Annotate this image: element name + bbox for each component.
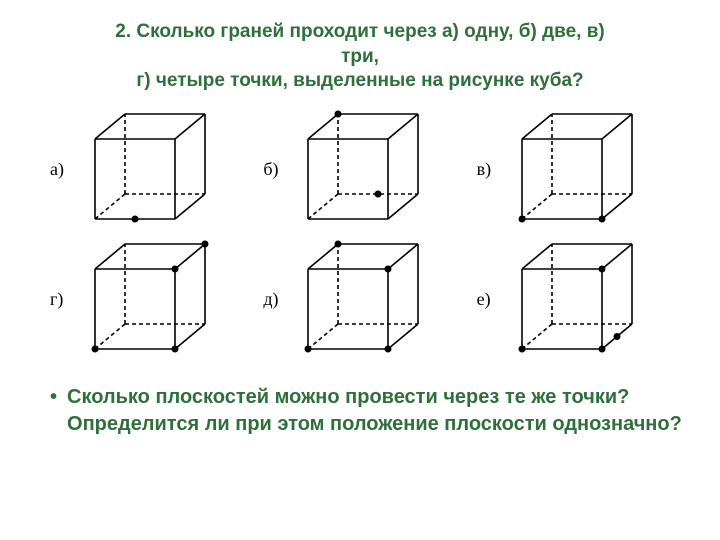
- marked-point: [518, 346, 525, 353]
- title-line-2: три,: [30, 45, 690, 70]
- cube-diagram: [502, 109, 652, 229]
- cube-diagram: [502, 239, 652, 359]
- cube-label: г): [50, 289, 70, 310]
- marked-point: [518, 216, 525, 223]
- problem-title: 2. Сколько граней проходит через а) одну…: [30, 20, 690, 94]
- marked-point: [375, 191, 382, 198]
- cube-diagram: [288, 239, 438, 359]
- question-text: Сколько плоскостей можно провести через …: [67, 384, 690, 438]
- title-line-3: г) четыре точки, выделенные на рисунке к…: [30, 69, 690, 94]
- marked-point: [385, 266, 392, 273]
- marked-point: [335, 241, 342, 248]
- cube-cell: е): [477, 239, 670, 359]
- marked-point: [172, 346, 179, 353]
- marked-point: [598, 216, 605, 223]
- cube-diagram: [288, 109, 438, 229]
- bullet-icon: •: [50, 384, 57, 438]
- marked-point: [335, 111, 342, 118]
- cube-label: д): [263, 289, 283, 310]
- marked-point: [172, 266, 179, 273]
- cube-cell: д): [263, 239, 456, 359]
- marked-point: [305, 346, 312, 353]
- marked-point: [598, 346, 605, 353]
- cube-label: в): [477, 159, 497, 180]
- cube-label: б): [263, 159, 283, 180]
- marked-point: [385, 346, 392, 353]
- marked-point: [132, 216, 139, 223]
- cube-diagram: [75, 109, 225, 229]
- cube-cell: в): [477, 109, 670, 229]
- marked-point: [202, 241, 209, 248]
- cube-label: а): [50, 159, 70, 180]
- marked-point: [613, 333, 620, 340]
- cube-label: е): [477, 289, 497, 310]
- cube-cell: а): [50, 109, 243, 229]
- marked-point: [598, 266, 605, 273]
- cube-cell: б): [263, 109, 456, 229]
- cube-cell: г): [50, 239, 243, 359]
- follow-up-question: • Сколько плоскостей можно провести чере…: [30, 384, 690, 438]
- cubes-grid: а) б) в) г) д) е): [50, 109, 670, 359]
- cube-diagram: [75, 239, 225, 359]
- title-line-1: 2. Сколько граней проходит через а) одну…: [30, 20, 690, 45]
- marked-point: [92, 346, 99, 353]
